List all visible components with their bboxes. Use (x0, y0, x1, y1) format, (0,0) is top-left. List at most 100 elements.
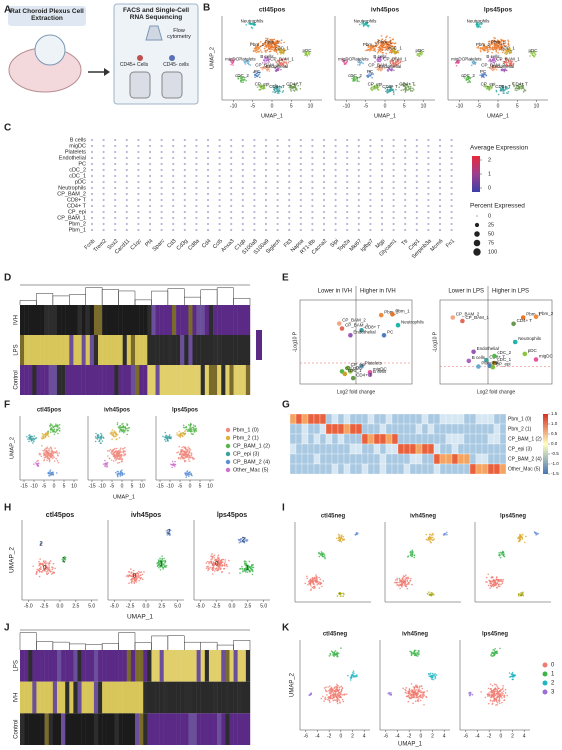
cell-dot (107, 455, 109, 457)
cell-dot (188, 474, 190, 476)
grid-dot (357, 216, 360, 220)
cell-dot (501, 51, 504, 54)
grid-dot (90, 168, 94, 172)
heat-cell (89, 713, 95, 745)
grid-dot (357, 222, 360, 226)
cell-dot (499, 578, 502, 581)
cell-dot (248, 60, 250, 63)
cell-dot (172, 463, 175, 465)
heat-cell (180, 713, 185, 745)
heat-cell (208, 650, 214, 682)
grid-dot (288, 180, 291, 184)
cell-dot (137, 573, 139, 575)
heat-cell (118, 650, 123, 682)
grid-dot (137, 180, 140, 184)
cell-dot (268, 40, 271, 43)
cell-dot (278, 88, 281, 90)
cell-dot (99, 442, 102, 444)
y-axis-label: -Log10 P (432, 331, 438, 352)
cell-dot (469, 80, 471, 83)
cell-dot (57, 432, 59, 435)
grid-dot (230, 156, 233, 160)
grid-dot (148, 210, 152, 214)
heat-cell (307, 423, 315, 435)
heat-cell (241, 335, 247, 365)
heat-cell (409, 463, 417, 475)
cell-dot (267, 59, 270, 62)
cell-dot (269, 46, 272, 49)
cell-dot (370, 46, 373, 48)
grid-dot (102, 168, 105, 172)
cell-dot (225, 564, 228, 566)
cell-dot (179, 436, 182, 438)
heat-cell (379, 413, 387, 425)
heat-cell (469, 463, 477, 475)
cell-dot (222, 568, 225, 570)
grid-dot (404, 216, 407, 220)
cell-dot (259, 86, 262, 88)
heat-cell (213, 335, 218, 365)
heat-cell (196, 305, 201, 335)
cell-dot (465, 79, 468, 81)
grid-dot (438, 144, 442, 148)
cell-dot (46, 451, 49, 453)
cell-dot (183, 445, 185, 448)
grid-dot (450, 222, 453, 226)
grid-dot (125, 204, 128, 208)
cell-dot (248, 63, 250, 66)
grid-dot (148, 186, 152, 190)
heat-cell (337, 443, 345, 455)
umap-cluster-cloud (442, 531, 448, 536)
grid-dot (206, 228, 210, 232)
heat-cell (167, 335, 173, 365)
cell-dot (35, 570, 38, 573)
heat-cell (433, 413, 441, 425)
heat-cell (184, 713, 189, 745)
grid-dot (183, 162, 186, 166)
grid-dot (357, 174, 360, 178)
grid-dot (206, 180, 210, 184)
heat-cell (40, 713, 45, 745)
legend-swatch (225, 467, 231, 473)
cell-dot (493, 579, 496, 582)
cell-dot (190, 452, 193, 454)
grid-dot (276, 168, 279, 172)
cell-dot (383, 42, 386, 45)
heat-cell (373, 463, 381, 475)
grid-dot (404, 162, 407, 166)
cell-dot (292, 89, 295, 91)
grid-dot (218, 180, 221, 184)
heat-cell (421, 443, 429, 455)
cell-dot (271, 48, 274, 51)
heat-cell (110, 713, 115, 745)
cell-dot (47, 430, 50, 433)
heat-cell (439, 433, 447, 445)
grid-dot (276, 174, 279, 178)
cell-dot (425, 533, 428, 536)
legend-tick: 0 (488, 213, 491, 219)
heat-cell (135, 335, 140, 365)
grid-dot (404, 192, 407, 196)
grid-dot (427, 150, 430, 154)
heat-cell (176, 650, 181, 682)
cell-dot (47, 457, 50, 459)
cell-dot (54, 567, 56, 570)
grid-dot (90, 156, 94, 160)
heat-cell (233, 305, 238, 335)
grid-dot (276, 204, 279, 208)
cell-dot (341, 534, 343, 536)
cell-dot (498, 585, 501, 588)
panel-letter: E (282, 273, 289, 284)
heat-cell (135, 713, 140, 745)
cell-dot (274, 91, 277, 93)
cell-dot (280, 50, 283, 52)
cell-dot (56, 429, 58, 431)
legend-label: Pbm_2 (1) (233, 435, 259, 441)
heat-cell (427, 453, 435, 465)
cluster-label: CP_BAM_1 (383, 56, 407, 61)
grid-dot (438, 228, 442, 232)
cell-dot (265, 57, 267, 60)
heat-cell (24, 335, 29, 365)
heat-cell (301, 423, 309, 435)
heat-cell (421, 433, 429, 445)
